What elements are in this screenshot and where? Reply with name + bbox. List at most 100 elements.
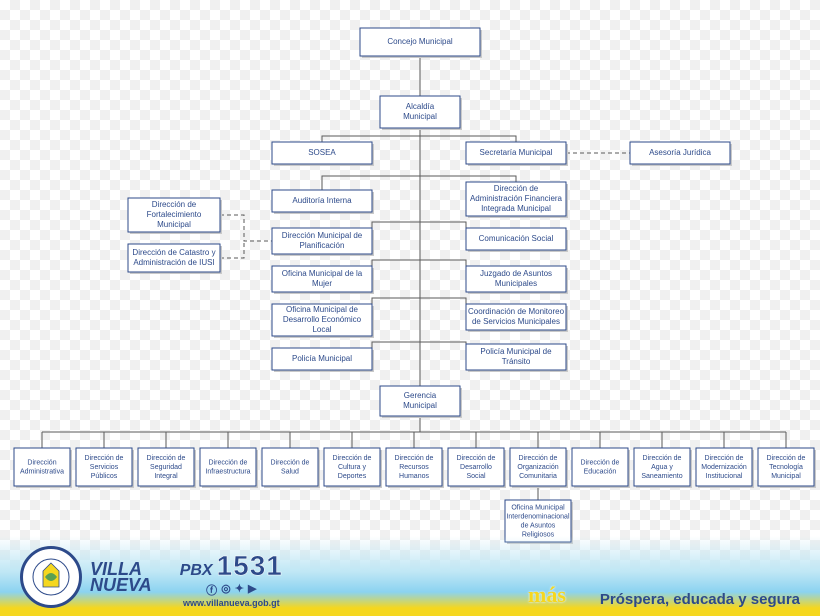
org-node-label: Dirección de <box>271 459 310 466</box>
org-node-label: Cultura y <box>338 464 367 471</box>
org-node-label: Local <box>312 325 331 334</box>
org-node-label: de Servicios Municipales <box>472 317 560 326</box>
org-node-juzgado: Juzgado de AsuntosMunicipales <box>466 266 568 294</box>
org-node-label: Comunicación Social <box>479 234 554 243</box>
org-node-label: Desarrollo <box>460 464 492 471</box>
org-node-label: Secretaría Municipal <box>480 148 553 157</box>
org-node-d_infra: Dirección deInfraestructura <box>200 448 258 488</box>
org-node-concejo: Concejo Municipal <box>360 28 482 58</box>
connector <box>372 260 420 279</box>
org-node-label: Saneamiento <box>641 473 682 480</box>
org-node-label: Desarrollo Económico <box>283 315 362 324</box>
connector <box>420 176 516 182</box>
org-node-label: Fortalecimiento <box>147 210 202 219</box>
org-node-d_rrhh: Dirección deRecursosHumanos <box>386 448 444 488</box>
org-node-transito: Policía Municipal deTránsito <box>466 344 568 372</box>
pbx-block: PBX 1531 ⓕ ◎ ✦ ▶ www.villanueva.gob.gt <box>180 550 283 608</box>
org-node-label: Policía Municipal <box>292 354 352 363</box>
org-chart: Concejo MunicipalAlcaldíaMunicipalSOSEAS… <box>0 0 820 616</box>
org-node-d_servpub: Dirección deServiciosPúblicos <box>76 448 134 488</box>
org-node-label: Dirección de <box>333 455 372 462</box>
org-node-label: SOSEA <box>308 148 336 157</box>
org-node-label: Dirección de <box>705 455 744 462</box>
footer-url: www.villanueva.gob.gt <box>183 598 280 608</box>
twitter-icon: ✦ <box>235 582 244 598</box>
org-node-d_admin: Dirección Administrativa <box>14 448 72 488</box>
org-node-label: Gerencia <box>404 391 437 400</box>
org-node-label: Servicios <box>90 464 119 471</box>
connector <box>322 176 420 190</box>
org-node-label: Dirección Municipal de <box>282 231 363 240</box>
org-node-label: Humanos <box>399 473 429 480</box>
org-node-label: Integral <box>154 473 178 480</box>
org-node-label: Seguridad <box>150 464 182 471</box>
connector <box>420 136 516 142</box>
org-node-label: Comunitaria <box>519 473 557 480</box>
org-node-label: Asesoría Jurídica <box>649 148 711 157</box>
org-node-d_tecno: Dirección deTecnologíaMunicipal <box>758 448 816 488</box>
org-node-label: Concejo Municipal <box>387 37 453 46</box>
org-node-label: Alcaldía <box>406 102 435 111</box>
org-node-catastro: Dirección de Catastro yAdministración de… <box>128 244 222 274</box>
instagram-icon: ◎ <box>221 582 231 598</box>
org-node-label: Planificación <box>300 241 345 250</box>
slogan-script: más <box>528 582 566 608</box>
org-node-d_salud: Dirección de Salud <box>262 448 320 488</box>
connector <box>420 260 466 279</box>
connector <box>372 222 420 241</box>
org-node-d_dessoc: Dirección de Desarrollo Social <box>448 448 506 488</box>
org-node-label: Social <box>466 473 486 480</box>
org-node-label: Administrativa <box>20 468 64 475</box>
org-node-label: Administración Financiera <box>470 194 563 203</box>
org-node-label: Oficina Municipal de <box>286 305 359 314</box>
org-node-label: Oficina Municipal <box>511 504 565 511</box>
connector <box>372 298 420 320</box>
org-node-label: Salud <box>281 468 299 475</box>
org-node-label: Dirección de <box>519 455 558 462</box>
org-node-label: Municipal <box>403 401 437 410</box>
municipal-seal-icon <box>20 546 82 608</box>
org-node-label: Interdenominacional <box>506 513 569 520</box>
org-node-asesoria: Asesoría Jurídica <box>630 142 732 166</box>
org-node-alcaldia: AlcaldíaMunicipal <box>380 96 462 130</box>
org-node-gerencia: GerenciaMunicipal <box>380 386 462 418</box>
org-node-label: Dirección de <box>85 455 124 462</box>
org-node-label: Dirección <box>27 459 56 466</box>
brand-line-2: NUEVA <box>90 577 152 593</box>
connector <box>420 342 466 357</box>
org-node-sosea: SOSEA <box>272 142 374 166</box>
org-node-label: Educación <box>584 468 617 475</box>
org-node-label: Integrada Municipal <box>481 204 551 213</box>
footer-brand: VILLA NUEVA <box>20 546 152 608</box>
org-node-comsoc: Comunicación Social <box>466 228 568 252</box>
org-node-policia: Policía Municipal <box>272 348 374 372</box>
org-node-label: Dirección de <box>581 459 620 466</box>
org-node-label: Dirección de <box>457 455 496 462</box>
social-icons: ⓕ ◎ ✦ ▶ <box>206 582 256 598</box>
org-node-label: Deportes <box>338 473 367 480</box>
org-node-label: Tecnología <box>769 464 803 471</box>
org-node-label: Municipales <box>495 279 537 288</box>
pbx-number: 1531 <box>217 550 283 582</box>
org-node-d_modern: Dirección deModernizaciónInstitucional <box>696 448 754 488</box>
org-node-label: Policía Municipal de <box>480 347 552 356</box>
org-node-label: de Asuntos <box>521 522 556 529</box>
connector <box>420 298 466 317</box>
org-node-label: Municipal <box>157 220 191 229</box>
org-node-d_orgcom: Dirección deOrganizaciónComunitaria <box>510 448 568 488</box>
org-node-monitoreo: Coordinación de Monitoreode Servicios Mu… <box>466 304 568 332</box>
org-node-secretaria: Secretaría Municipal <box>466 142 568 166</box>
facebook-icon: ⓕ <box>206 582 217 598</box>
org-node-label: Oficina Municipal de la <box>282 269 363 278</box>
org-node-label: Dirección de <box>152 200 197 209</box>
org-node-label: Dirección de <box>494 184 539 193</box>
org-node-label: Dirección de <box>395 455 434 462</box>
connector <box>322 136 420 142</box>
org-node-label: Agua y <box>651 464 673 471</box>
org-node-label: Municipal <box>403 112 437 121</box>
org-node-label: Dirección de <box>767 455 806 462</box>
org-node-fort: Dirección deFortalecimientoMunicipal <box>128 198 222 234</box>
org-node-d_educ: Dirección de Educación <box>572 448 630 488</box>
org-node-planif: Dirección Municipal dePlanificación <box>272 228 374 256</box>
slogan-text: Próspera, educada y segura <box>600 591 800 608</box>
